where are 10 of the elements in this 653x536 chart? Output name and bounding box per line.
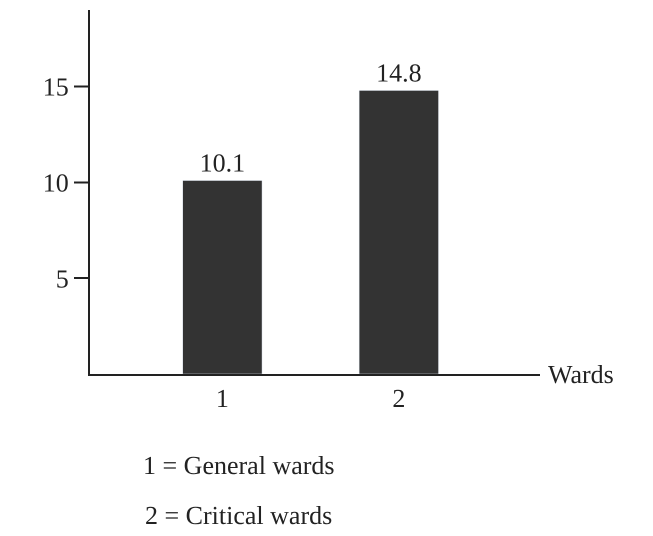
text: 2 = Critical wards (145, 501, 332, 530)
x-axis-title: Wards (548, 360, 614, 389)
data-label: 14.8 (376, 58, 422, 88)
x-tick-label: 2 (392, 384, 406, 414)
y-tick-label: 10 (42, 168, 69, 198)
data-label: 10.1 (200, 148, 246, 178)
text: 1 = General wards (143, 451, 335, 480)
x-tick-label: 1 (216, 384, 229, 414)
y-tick-label: 15 (42, 72, 69, 102)
y-tick-label: 5 (56, 264, 69, 294)
